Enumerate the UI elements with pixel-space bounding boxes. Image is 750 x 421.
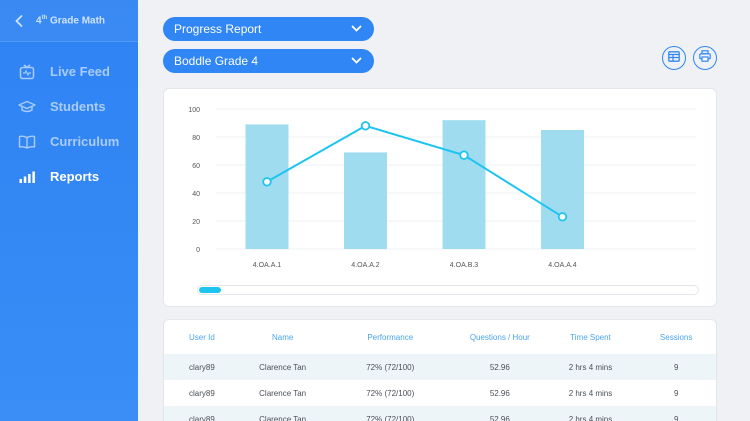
table-icon xyxy=(668,49,680,67)
column-header[interactable]: User Id xyxy=(189,332,215,342)
column-header[interactable]: Sessions xyxy=(659,332,693,342)
print-button[interactable] xyxy=(693,46,717,70)
table-cell: 2 hrs 4 mins xyxy=(568,362,613,372)
sidebar-item-label: Live Feed xyxy=(50,64,110,79)
chart-scroll-thumb[interactable] xyxy=(199,287,221,293)
table-cell: clary89 xyxy=(189,388,215,398)
sidebar-item-curriculum[interactable]: Curriculum xyxy=(0,124,138,159)
progress-chart-card: 0 20 40 60 80 100 4.OA.A.1 4.OA.A.2 4.OA.B.3 4.OA… xyxy=(163,88,717,307)
sidebar: 4th Grade Math Live Feed Students Curric… xyxy=(0,0,138,421)
printer-icon xyxy=(699,49,711,67)
table-view-button[interactable] xyxy=(662,46,686,70)
column-header[interactable]: Questions / Hour xyxy=(469,332,530,342)
sidebar-item-label: Reports xyxy=(50,169,100,184)
back-chevron-icon[interactable] xyxy=(12,14,26,28)
sidebar-header: 4th Grade Math xyxy=(0,0,138,42)
table-cell: Clarence Tan xyxy=(259,362,307,372)
y-tick-label: 0 xyxy=(196,247,200,254)
student-report-table: User Id Name Performance Questions / Hour Ti… xyxy=(163,319,717,421)
sidebar-item-reports[interactable]: Reports xyxy=(0,159,138,194)
x-tick-label: 4.OA.A.2 xyxy=(351,262,380,269)
table-cell: 9 xyxy=(673,388,679,398)
bar xyxy=(442,120,486,249)
live-feed-icon xyxy=(18,63,36,81)
chevron-down-icon xyxy=(351,23,362,37)
bar xyxy=(344,152,387,249)
class-title: 4th Grade Math xyxy=(36,14,106,27)
sidebar-item-live-feed[interactable]: Live Feed xyxy=(0,54,138,89)
y-tick-label: 20 xyxy=(192,219,200,226)
table-cell: clary89 xyxy=(189,362,215,372)
line-point xyxy=(557,212,568,222)
x-tick-label: 4.OA.A.4 xyxy=(548,262,577,269)
table-cell: clary89 xyxy=(189,414,215,421)
table-row[interactable]: clary89 Clarence Tan 72% (72/100) 52.96 2 hr… xyxy=(164,406,716,421)
table-header: User Id Name Performance Questions / Hour Ti… xyxy=(164,320,716,354)
book-icon xyxy=(18,133,36,151)
y-tick-label: 100 xyxy=(188,107,200,114)
line-point xyxy=(360,121,371,131)
sidebar-item-students[interactable]: Students xyxy=(0,89,138,124)
table-cell: 72% (72/100) xyxy=(366,362,415,372)
y-tick-label: 80 xyxy=(192,135,200,142)
sidebar-nav: Live Feed Students Curriculum Reports xyxy=(0,54,138,194)
bar xyxy=(245,124,289,249)
x-tick-label: 4.OA.B.3 xyxy=(450,262,479,269)
progress-chart: 0 20 40 60 80 100 4.OA.A.1 4.OA.A.2 4.OA.B.3 4.OA… xyxy=(188,107,696,269)
table-cell: 72% (72/100) xyxy=(366,414,415,421)
class-value: Boddle Grade 4 xyxy=(174,54,259,68)
table-cell: Clarence Tan xyxy=(259,388,307,398)
line-point xyxy=(262,177,272,187)
table-cell: 52.96 xyxy=(489,362,510,372)
table-cell: 72% (72/100) xyxy=(366,388,415,398)
table-cell: 9 xyxy=(673,362,679,372)
class-select[interactable]: Boddle Grade 4 xyxy=(163,49,374,73)
sidebar-item-label: Curriculum xyxy=(50,134,120,149)
column-header[interactable]: Name xyxy=(271,332,294,342)
bar xyxy=(541,130,584,249)
line-series xyxy=(266,124,564,218)
column-header[interactable]: Time Spent xyxy=(570,332,611,342)
table-cell: 2 hrs 4 mins xyxy=(568,388,613,398)
table-cell: 52.96 xyxy=(489,414,510,421)
line-point xyxy=(459,150,469,160)
table-cell: Clarence Tan xyxy=(259,414,307,421)
sidebar-item-label: Students xyxy=(50,99,106,114)
report-type-select[interactable]: Progress Report xyxy=(163,17,374,41)
y-tick-label: 40 xyxy=(192,191,200,198)
report-type-value: Progress Report xyxy=(174,22,262,36)
table-row[interactable]: clary89 Clarence Tan 72% (72/100) 52.96 2 hr… xyxy=(164,354,716,380)
y-tick-label: 60 xyxy=(192,163,200,170)
chart-scrollbar[interactable] xyxy=(197,285,699,295)
graduation-cap-icon xyxy=(18,98,36,116)
table-body: clary89 Clarence Tan 72% (72/100) 52.96 2 hr… xyxy=(164,354,716,421)
table-cell: 2 hrs 4 mins xyxy=(568,414,613,421)
bar-chart-icon xyxy=(18,168,36,186)
table-cell: 52.96 xyxy=(489,388,510,398)
x-tick-label: 4.OA.A.1 xyxy=(253,262,282,269)
table-row[interactable]: clary89 Clarence Tan 72% (72/100) 52.96 2 hr… xyxy=(164,380,716,406)
chevron-down-icon xyxy=(351,55,362,69)
column-header[interactable]: Performance xyxy=(367,332,414,342)
table-cell: 9 xyxy=(673,414,679,421)
